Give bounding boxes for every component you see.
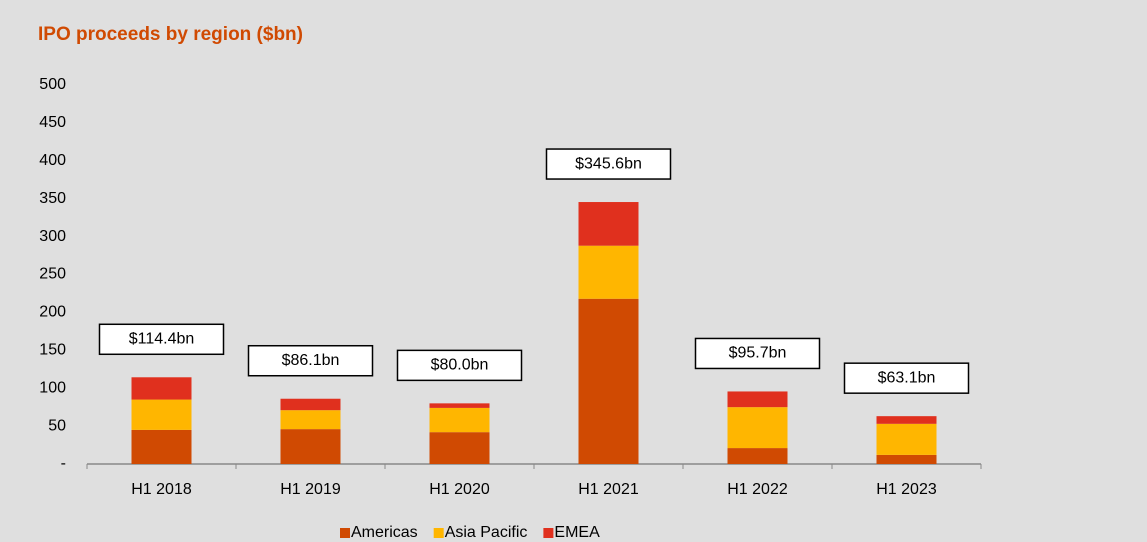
bar-segment bbox=[131, 399, 192, 430]
x-tick-label: H1 2022 bbox=[727, 481, 788, 498]
legend-label: EMEA bbox=[554, 524, 600, 541]
bar-segment bbox=[131, 429, 192, 464]
y-tick-label: - bbox=[61, 455, 66, 472]
x-tick-label: H1 2021 bbox=[578, 481, 639, 498]
total-label: $63.1bn bbox=[878, 369, 936, 386]
total-box bbox=[694, 337, 821, 370]
total-label: $86.1bn bbox=[282, 352, 340, 369]
total-label: $345.6bn bbox=[575, 155, 642, 172]
bar-segment bbox=[876, 423, 937, 455]
x-tick-label: H1 2020 bbox=[429, 481, 490, 498]
x-tick-label: H1 2023 bbox=[876, 481, 937, 498]
bar-segment bbox=[280, 398, 341, 411]
y-tick-label: 250 bbox=[39, 266, 66, 283]
x-tick-label: H1 2018 bbox=[131, 481, 192, 498]
legend-swatch bbox=[340, 528, 350, 538]
total-box bbox=[98, 323, 225, 356]
y-tick-label: 400 bbox=[39, 152, 66, 169]
bar-segment bbox=[578, 202, 639, 246]
bar-segment bbox=[876, 416, 937, 424]
bar-segment bbox=[876, 454, 937, 464]
bar-segment bbox=[727, 407, 788, 449]
bar-segment bbox=[727, 391, 788, 408]
bar-segment bbox=[578, 245, 639, 299]
total-box bbox=[545, 148, 672, 180]
bar-segment bbox=[429, 432, 490, 464]
y-tick-label: 50 bbox=[48, 417, 66, 434]
bar-segment bbox=[429, 403, 490, 408]
legend-swatch bbox=[543, 528, 554, 538]
total-label: $80.0bn bbox=[431, 357, 489, 374]
total-box bbox=[396, 349, 523, 382]
legend-label: Asia Pacific bbox=[445, 524, 528, 541]
total-box bbox=[247, 344, 374, 377]
legend-label: Americas bbox=[351, 524, 418, 541]
bar-segment bbox=[280, 429, 341, 464]
y-tick-label: 350 bbox=[39, 190, 66, 207]
bar-segment bbox=[429, 407, 490, 433]
y-tick-label: 450 bbox=[39, 114, 66, 131]
bar-segment bbox=[131, 377, 192, 400]
bar-segment bbox=[578, 298, 639, 464]
total-box bbox=[843, 362, 970, 394]
y-tick-label: 200 bbox=[39, 304, 66, 321]
bar-segment bbox=[280, 410, 341, 430]
legend-swatch bbox=[433, 528, 444, 538]
y-tick-label: 100 bbox=[39, 379, 66, 396]
x-tick-label: H1 2019 bbox=[280, 481, 341, 498]
y-tick-label: 300 bbox=[39, 228, 66, 245]
y-tick-label: 150 bbox=[39, 342, 66, 359]
bar-segment bbox=[727, 448, 788, 464]
total-label: $95.7bn bbox=[729, 345, 787, 362]
total-label: $114.4bn bbox=[129, 331, 195, 348]
chart-title: IPO proceeds by region ($bn) bbox=[38, 24, 303, 45]
y-tick-label: 500 bbox=[39, 76, 66, 93]
